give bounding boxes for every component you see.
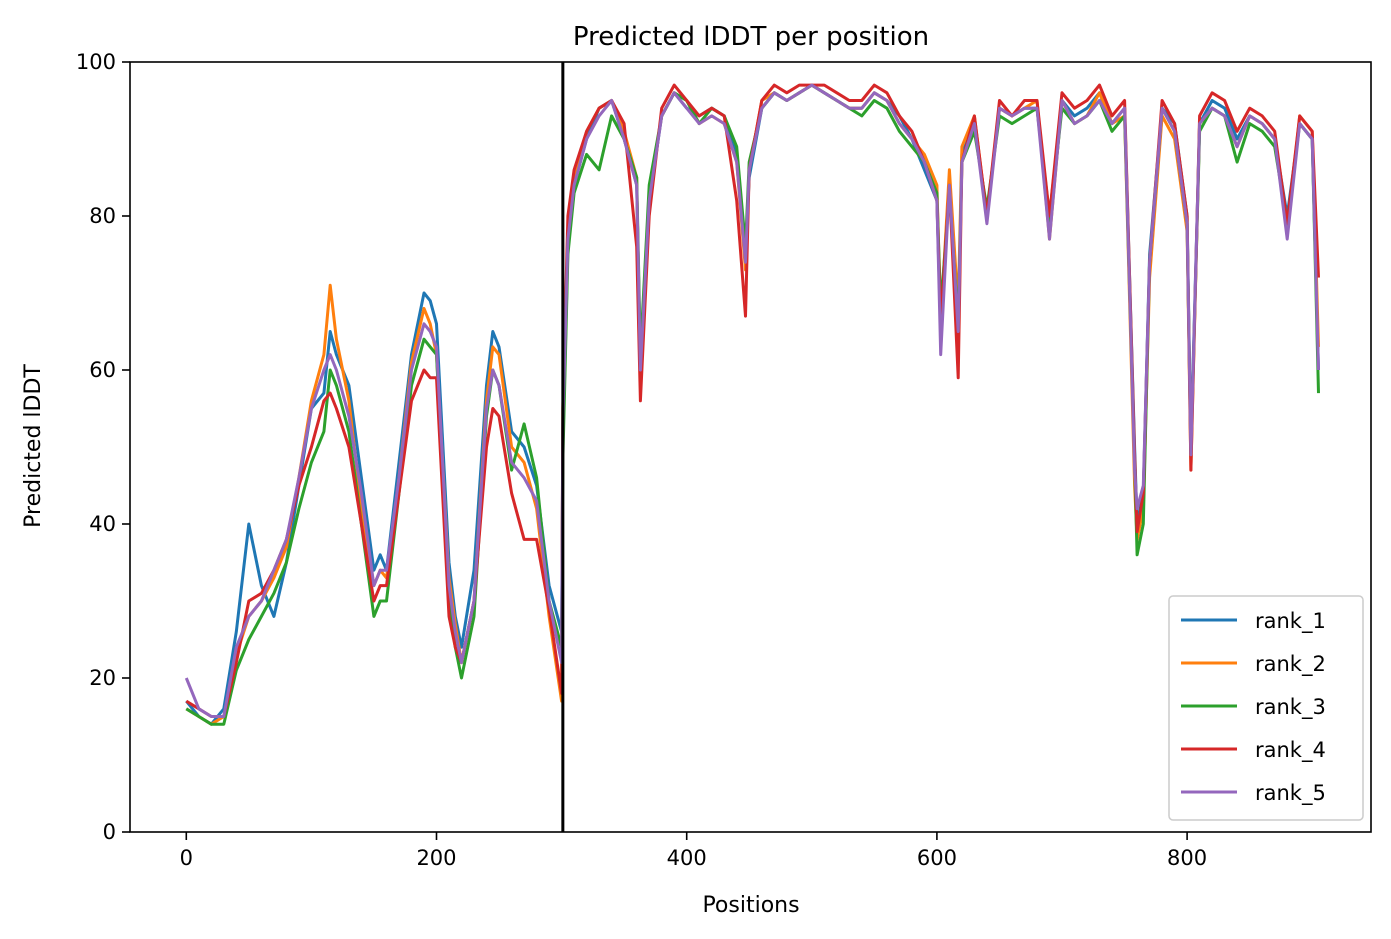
chart-title: Predicted lDDT per position xyxy=(573,22,929,52)
series-group xyxy=(184,83,1320,726)
y-tick-label: 80 xyxy=(89,204,116,228)
y-tick-label: 0 xyxy=(103,820,116,844)
x-axis: 0 200 400 600 800 xyxy=(180,832,1207,870)
x-tick-label: 800 xyxy=(1167,846,1207,870)
legend-box xyxy=(1168,595,1364,821)
y-tick-label: 20 xyxy=(89,666,116,690)
x-axis-label: Positions xyxy=(702,893,799,918)
y-axis-label: Predicted lDDT xyxy=(21,364,46,528)
x-tick-label: 400 xyxy=(667,846,707,870)
x-tick-label: 200 xyxy=(416,846,456,870)
legend-label-rank_1: rank_1 xyxy=(1255,609,1326,634)
legend-label-rank_5: rank_5 xyxy=(1255,781,1326,806)
series-line-rank_4 xyxy=(185,83,1320,718)
series-line-rank_1 xyxy=(185,83,1320,726)
legend: rank_1 rank_2 rank_3 rank_4 rank_5 xyxy=(1168,595,1364,821)
y-axis: 0 20 40 60 80 100 xyxy=(76,50,130,844)
plot-area xyxy=(129,61,1372,833)
legend-label-rank_4: rank_4 xyxy=(1255,738,1326,763)
y-tick-label: 60 xyxy=(89,358,116,382)
series-line-rank_5 xyxy=(184,83,1320,718)
y-tick-label: 40 xyxy=(89,512,116,536)
y-tick-label: 100 xyxy=(76,50,116,74)
legend-label-rank_2: rank_2 xyxy=(1255,652,1326,677)
x-tick-label: 0 xyxy=(180,846,193,870)
x-tick-label: 600 xyxy=(917,846,957,870)
plot-frame xyxy=(129,61,1372,833)
series-line-rank_3 xyxy=(185,83,1320,726)
series-line-rank_2 xyxy=(185,83,1320,726)
legend-label-rank_3: rank_3 xyxy=(1255,695,1326,720)
